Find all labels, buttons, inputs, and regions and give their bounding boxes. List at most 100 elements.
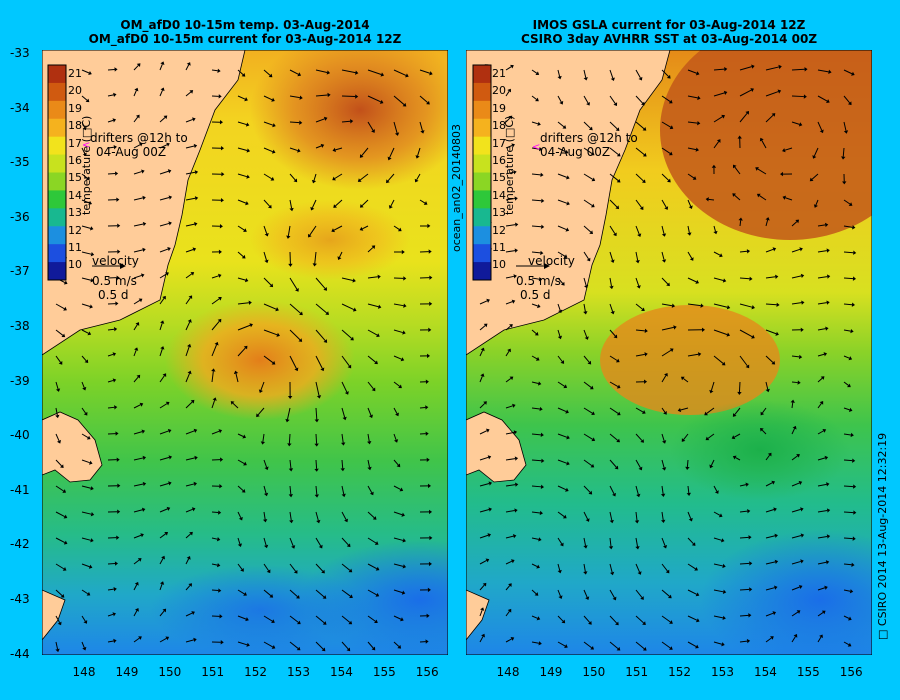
current-arrowhead xyxy=(167,246,171,252)
current-arrow xyxy=(262,433,265,442)
current-arrowhead xyxy=(774,559,779,564)
current-arrowhead xyxy=(662,440,667,444)
current-arrow xyxy=(557,121,565,128)
current-arrowhead xyxy=(797,380,801,385)
current-arrowhead xyxy=(322,621,327,625)
current-arrowhead xyxy=(641,101,645,106)
current-arrow xyxy=(133,637,140,643)
current-arrow xyxy=(739,303,753,308)
current-arrowhead xyxy=(616,411,621,416)
current-arrow xyxy=(263,459,268,468)
current-arrow xyxy=(185,508,193,513)
current-arrowhead xyxy=(275,307,279,312)
current-arrow xyxy=(661,326,674,331)
current-arrowhead xyxy=(427,483,431,489)
current-arrowhead xyxy=(510,64,514,69)
current-arrow xyxy=(260,381,265,391)
colorbar-swatch xyxy=(48,118,66,138)
current-arrowhead xyxy=(641,179,646,183)
current-arrowhead xyxy=(726,305,731,310)
current-arrowhead xyxy=(269,593,274,598)
current-arrowhead xyxy=(263,544,269,549)
current-arrow xyxy=(393,641,400,647)
current-arrow xyxy=(791,560,801,565)
x-tick-label: 153 xyxy=(287,665,310,679)
current-arrowhead xyxy=(116,275,120,280)
current-arrowhead xyxy=(722,589,727,594)
x-tick-label: 155 xyxy=(372,665,396,679)
current-arrow xyxy=(713,92,725,97)
current-arrowhead xyxy=(616,646,621,651)
current-arrow xyxy=(133,274,142,279)
current-arrowhead xyxy=(704,411,708,416)
current-arrow xyxy=(843,407,850,411)
current-arrow xyxy=(133,584,138,591)
current-arrow xyxy=(367,95,381,103)
current-arrow xyxy=(107,353,114,357)
current-arrow xyxy=(583,329,588,338)
current-arrow xyxy=(557,329,561,337)
current-arrowhead xyxy=(848,616,852,621)
current-arrowhead xyxy=(82,126,87,131)
current-arrowhead xyxy=(540,250,544,256)
current-arrowhead xyxy=(616,178,621,183)
current-arrowhead xyxy=(88,460,93,465)
current-arrowhead xyxy=(380,72,385,77)
current-arrowhead xyxy=(563,254,568,259)
current-arrow xyxy=(765,509,775,513)
current-arrow xyxy=(635,69,641,79)
current-arrowhead xyxy=(192,117,196,122)
current-arrow xyxy=(583,641,592,649)
current-arrow xyxy=(762,407,767,414)
current-arrowhead xyxy=(610,259,615,264)
current-arrow xyxy=(661,407,666,413)
current-arrowhead xyxy=(661,519,666,523)
current-arrowhead xyxy=(190,272,195,276)
current-arrow xyxy=(315,355,323,369)
current-arrowhead xyxy=(685,466,690,470)
current-arrow xyxy=(505,510,515,513)
current-arrowhead xyxy=(640,439,645,443)
current-arrow xyxy=(843,225,853,228)
current-arrow xyxy=(843,329,851,332)
current-arrow xyxy=(237,347,246,357)
current-arrow xyxy=(791,636,796,643)
current-arrow xyxy=(315,641,324,650)
current-arrowhead xyxy=(89,304,93,309)
current-arrow xyxy=(635,433,643,441)
current-arrow xyxy=(557,589,561,597)
current-arrowhead xyxy=(399,487,404,492)
current-arrow xyxy=(367,537,377,544)
current-arrowhead xyxy=(83,620,88,624)
current-arrowhead xyxy=(798,584,803,590)
current-arrowhead xyxy=(260,441,266,445)
current-arrowhead xyxy=(314,419,319,423)
current-arrowhead xyxy=(709,389,714,394)
current-arrowhead xyxy=(819,634,823,639)
current-arrow xyxy=(505,224,516,227)
current-arrow xyxy=(739,329,753,338)
current-arrowhead xyxy=(771,360,776,365)
current-arrowhead xyxy=(220,640,224,645)
current-arrowhead xyxy=(795,219,800,224)
current-arrowhead xyxy=(88,70,92,76)
current-arrowhead xyxy=(318,544,323,549)
current-arrow xyxy=(133,249,143,253)
current-arrow xyxy=(583,511,589,520)
current-arrowhead xyxy=(220,198,224,203)
current-arrow xyxy=(81,433,89,439)
current-arrowhead xyxy=(134,347,139,351)
current-arrowhead xyxy=(114,405,118,410)
current-arrow xyxy=(505,171,514,175)
current-arrowhead xyxy=(374,619,378,624)
current-arrow xyxy=(817,430,824,435)
y-tick-label: -43 xyxy=(10,592,30,606)
current-arrow xyxy=(133,324,138,331)
current-arrow xyxy=(531,485,542,488)
current-arrow xyxy=(765,612,774,617)
current-arrowhead xyxy=(637,571,642,575)
current-arrow xyxy=(583,381,592,388)
current-arrow xyxy=(661,121,671,128)
current-arrowhead xyxy=(402,564,407,569)
current-arrow xyxy=(133,431,143,435)
